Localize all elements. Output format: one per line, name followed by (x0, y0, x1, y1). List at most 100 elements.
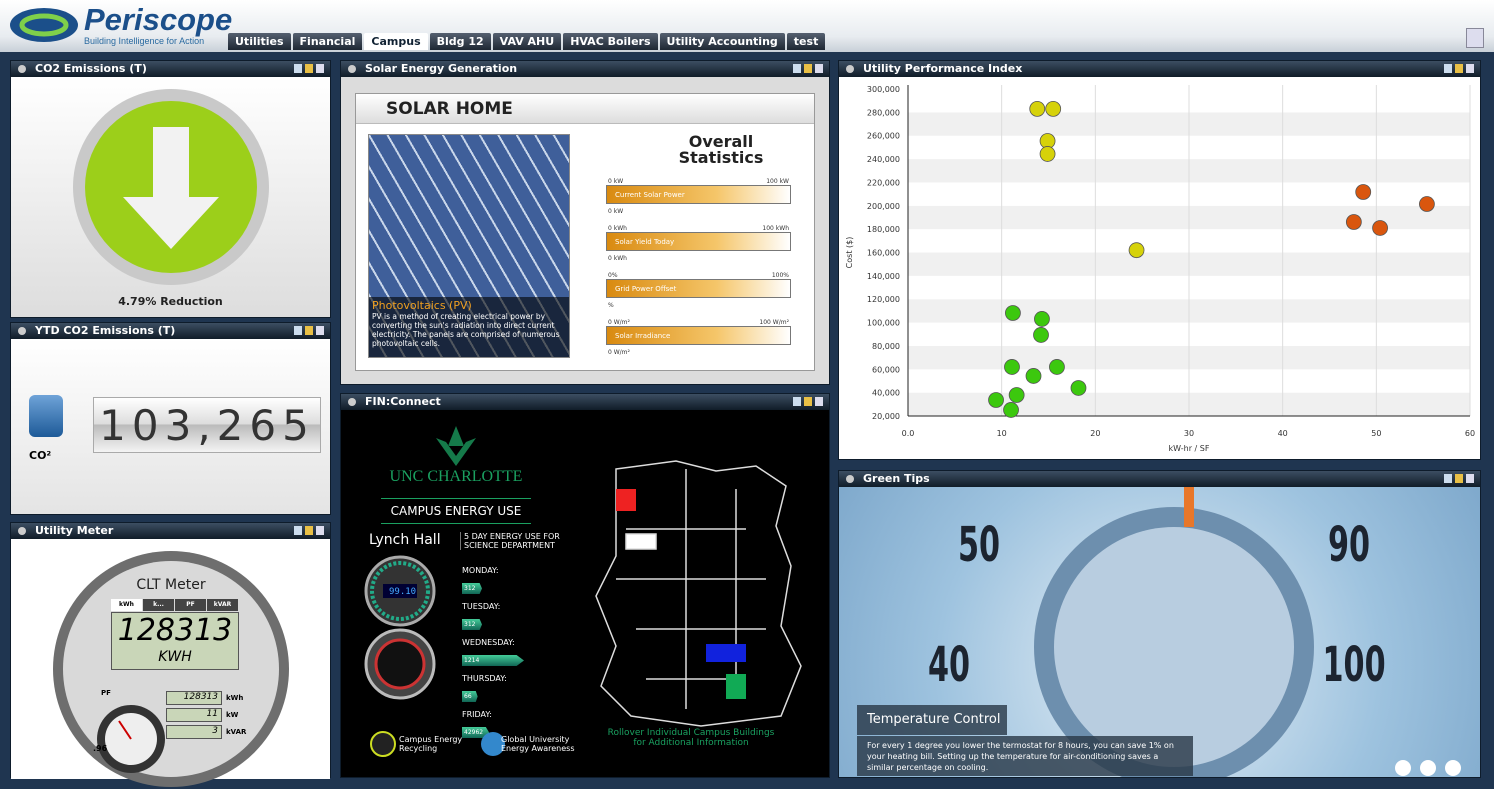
solar-panel: Solar Energy Generation SOLAR HOME Photo… (340, 60, 830, 385)
x-tick-label: 40 (1278, 429, 1288, 438)
panel-title: YTD CO2 Emissions (T) (11, 323, 330, 339)
tab[interactable]: Campus (364, 33, 427, 50)
fin-subtitle: CAMPUS ENERGY USE (381, 498, 531, 524)
day-list: MONDAY: 312 TUESDAY: 312 WEDNESDAY: 1214 THURS… (462, 566, 524, 738)
day-name: THURSDAY: (462, 674, 524, 683)
gauge-reading: 0 kWh (608, 255, 627, 262)
dial-number: 50 (958, 517, 1000, 573)
co2-icon (29, 395, 63, 437)
point (1004, 359, 1019, 374)
dial-number: 100 (1323, 637, 1386, 693)
point (1129, 243, 1144, 258)
co2-panel: CO2 Emissions (T) 4.79% Reduction (10, 60, 331, 318)
title: Green Tips (863, 472, 930, 485)
tab[interactable]: HVAC Boilers (563, 33, 657, 50)
point (1419, 197, 1434, 212)
point (1071, 380, 1086, 395)
logo: Periscope (84, 2, 232, 38)
tab[interactable]: Utility Accounting (660, 33, 785, 50)
panel-title: Solar Energy Generation (341, 61, 829, 77)
card-title: Temperature Control (857, 705, 1007, 735)
menu-icon[interactable] (1466, 28, 1484, 48)
day-reading: 1214 (462, 655, 524, 666)
y-tick-label: 60,000 (872, 365, 900, 374)
point (1026, 368, 1041, 383)
fin-panel: FIN:Connect UNC CHARLOTTE CAMPUS ENERGY … (340, 393, 830, 778)
y-tick-label: 100,000 (867, 319, 900, 328)
dial-number: 40 (928, 637, 970, 693)
title: Solar Energy Generation (365, 62, 517, 75)
gauge-max: 100% (772, 272, 789, 279)
upi-panel: Utility Performance Index 20,000 40,000 60… (838, 60, 1481, 460)
stat-gauge: 0%100%Grid Power Offset% (606, 272, 791, 319)
day-reading: 312 (462, 583, 482, 594)
pf-label: PF (101, 689, 111, 697)
tagline: Building Intelligence for Action (84, 36, 204, 46)
point (1005, 305, 1020, 320)
title: CO2 Emissions (T) (35, 62, 147, 75)
gauge-reading: 99.10 (389, 587, 417, 597)
point (1004, 402, 1019, 417)
panel-title: Utility Performance Index (839, 61, 1480, 77)
title: Utility Meter (35, 524, 113, 537)
stats-title: Overall Statistics (656, 134, 786, 166)
day-name: MONDAY: (462, 566, 524, 575)
point (1356, 185, 1371, 200)
week-title: 5 DAY ENERGY USE FOR SCIENCE DEPARTMENT (460, 532, 580, 550)
y-tick-label: 40,000 (872, 389, 900, 398)
y-tick-label: 180,000 (867, 225, 900, 234)
day-name: FRIDAY: (462, 710, 524, 719)
fin-gauges (363, 554, 437, 702)
stat-gauge: 0 kW100 kWCurrent Solar Power0 kW (606, 178, 791, 225)
lcd-reading: 128313 (118, 613, 233, 648)
row-unit: kVAR (226, 728, 246, 736)
link-awareness[interactable]: Global University Energy Awareness (501, 735, 581, 753)
pv-image: Photovoltaics (PV) PV is a method of cre… (368, 134, 570, 358)
tab[interactable]: Utilities (228, 33, 291, 50)
x-tick-label: 60 (1465, 429, 1475, 438)
panel-title: Green Tips (839, 471, 1480, 487)
gauge-label: Grid Power Offset (606, 279, 791, 298)
y-tick-label: 20,000 (872, 412, 900, 421)
dial-number: 90 (1328, 517, 1370, 573)
lcd-unit: KWH (112, 649, 238, 665)
gauge-max: 100 kWh (762, 225, 789, 232)
point (1049, 359, 1064, 374)
tab[interactable]: Financial (293, 33, 363, 50)
link-recycling[interactable]: Campus Energy Recycling (399, 735, 465, 753)
campus-map (586, 449, 806, 739)
scatter-chart: 20,00040,00060,00080,000100,000120,00014… (839, 77, 1480, 459)
meter-name: CLT Meter (51, 577, 291, 593)
y-tick-label: 220,000 (867, 178, 900, 187)
gauge-reading: 0 kW (608, 208, 623, 215)
row-reading: 3 (166, 725, 222, 739)
thermostat-image: 50 90 40 100 Temperature Control For every … (839, 487, 1480, 778)
gauge-label: Solar Irradiance (606, 326, 791, 345)
x-tick-label: 10 (997, 429, 1007, 438)
tab[interactable]: VAV AHU (493, 33, 562, 50)
day-reading: 312 (462, 619, 482, 630)
tab[interactable]: Bldg 12 (430, 33, 491, 50)
card-text: For every 1 degree you lower the termost… (857, 736, 1193, 776)
gauge-reading: 0 W/m² (608, 349, 630, 356)
gauge-max: 100 kW (766, 178, 789, 185)
point (1373, 220, 1388, 235)
carousel-controls[interactable] (1391, 759, 1471, 777)
day-name: WEDNESDAY: (462, 638, 524, 647)
building: Lynch Hall (369, 532, 441, 548)
title: YTD CO2 Emissions (T) (35, 324, 175, 337)
gauge-min: 0 kWh (608, 225, 627, 232)
pv-text: PV is a method of creating electrical po… (372, 312, 566, 348)
point (1046, 101, 1061, 116)
row-reading: 11 (166, 708, 222, 722)
x-tick-label: 50 (1371, 429, 1381, 438)
day-name: TUESDAY: (462, 602, 524, 611)
x-tick-label: 30 (1184, 429, 1194, 438)
meter-tab: kWh (111, 599, 142, 611)
row-unit: kWh (226, 694, 243, 702)
tab[interactable]: test (787, 33, 826, 50)
